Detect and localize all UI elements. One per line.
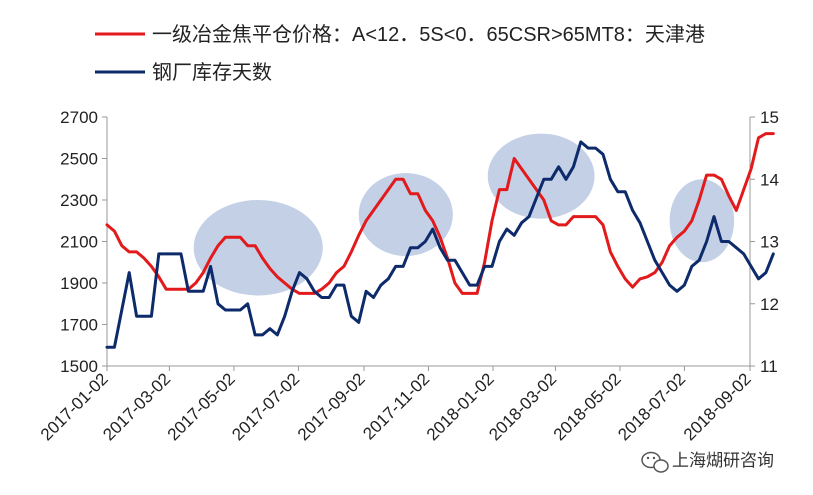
wechat-icon <box>641 451 669 473</box>
y-left-tick-label: 2100 <box>60 233 98 252</box>
y-right-tick-label: 15 <box>760 108 779 127</box>
highlight-ellipse-1 <box>193 200 323 296</box>
x-tick-label: 2018-09-02 <box>680 369 755 444</box>
highlight-ellipse-3 <box>487 133 595 219</box>
y-left-tick-label: 1500 <box>60 357 98 376</box>
highlight-ellipse-4 <box>669 179 735 263</box>
x-tick-label: 2017-05-02 <box>164 369 239 444</box>
watermark: 上海煳研咨询 <box>641 451 774 473</box>
legend: 一级冶金焦平仓价格：A<12．5S<0．65CSR>65MT8：天津港 钢厂库存… <box>95 23 705 84</box>
y-right-tick-label: 11 <box>760 357 778 376</box>
series-line-coke-price <box>105 132 775 295</box>
y-left-tick-label: 2500 <box>60 150 98 169</box>
x-tick-label: 2017-09-02 <box>294 369 369 444</box>
series-lines <box>105 132 775 349</box>
watermark-text: 上海煳研咨询 <box>672 451 774 470</box>
y-right-tick-label: 12 <box>760 295 779 314</box>
x-tick-label: 2018-03-02 <box>485 369 560 444</box>
x-tick-label: 2018-07-02 <box>614 369 689 444</box>
y-right-tick-label: 14 <box>760 170 779 189</box>
y-left-tick-label: 1700 <box>60 316 98 335</box>
y-left-tick-label: 2700 <box>60 108 98 127</box>
legend-label-steel-days: 钢厂库存天数 <box>152 61 272 84</box>
legend-label-coke-price: 一级冶金焦平仓价格：A<12．5S<0．65CSR>65MT8：天津港 <box>152 23 705 46</box>
series-line-steel-days <box>105 140 775 349</box>
y-left-tick-label: 1900 <box>60 274 98 293</box>
y-right-tick-label: 13 <box>760 233 779 252</box>
axes: 1500 1700 1900 2100 2300 2500 2700 11 12 13 14 15 20… <box>37 108 779 444</box>
x-tick-label: 2018-05-02 <box>550 369 625 444</box>
x-tick-label: 2017-11-02 <box>359 369 433 443</box>
y-left-tick-label: 2300 <box>60 191 98 210</box>
highlight-regions <box>193 133 735 296</box>
x-tick-label: 2017-03-02 <box>99 369 174 444</box>
x-tick-label: 2017-07-02 <box>228 369 303 444</box>
